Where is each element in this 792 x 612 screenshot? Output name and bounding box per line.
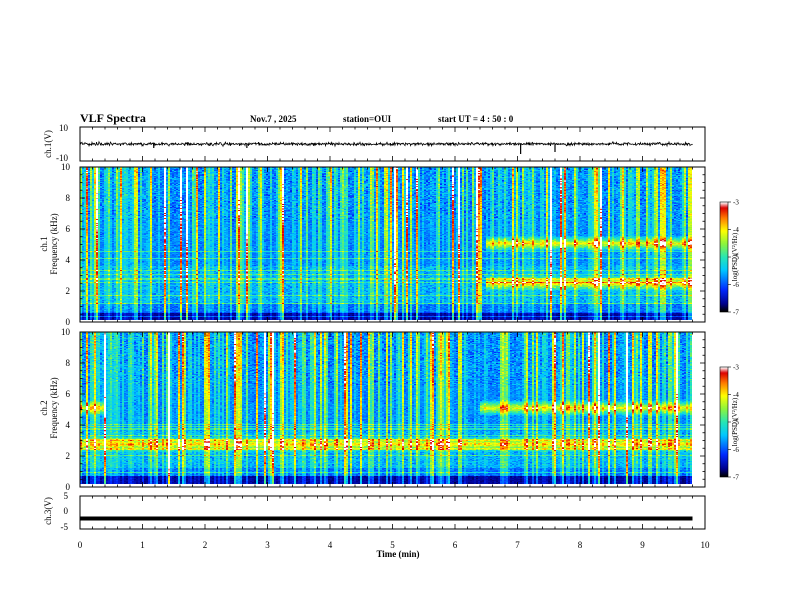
ch1-wave-ytick-top: 10 xyxy=(59,123,69,133)
x-tick-label: 5 xyxy=(390,540,395,550)
ch3-wave-ytick-mid: 0 xyxy=(64,506,69,516)
ch1-wave-ytick-bottom: -10 xyxy=(56,153,68,163)
panel-2-ytick-label: 10 xyxy=(61,327,71,337)
panel-frame-1 xyxy=(79,166,706,323)
figure-title: VLF Spectra xyxy=(80,111,146,125)
ch2-colorbar-tick-label: -7 xyxy=(733,474,739,482)
ch1-colorbar-frame xyxy=(719,201,729,313)
ch1-colorbar-tick-label: -7 xyxy=(733,309,739,317)
ch2-colorbar xyxy=(720,367,728,477)
ch2-colorbar-tick-label: -3 xyxy=(733,364,739,372)
ch1-colorbar-tick-label: -4 xyxy=(733,226,739,234)
ch3-wave-ytick-top: 5 xyxy=(64,491,69,501)
x-tick-label: 6 xyxy=(453,540,458,550)
panel-2-ytick-label: 6 xyxy=(66,389,71,399)
ch1-spec-ylabel: Frequency (kHz) xyxy=(49,213,59,274)
panel-1-ytick-label: 10 xyxy=(61,162,71,172)
ch1-colorbar xyxy=(720,202,728,312)
ch2-spec-ylabel-top: ch.2 xyxy=(39,400,49,415)
ch1-spec-ylabel-top: ch.1 xyxy=(39,236,49,251)
ch2-colorbar-tick-label: -6 xyxy=(733,446,739,454)
x-axis-label: Time (min) xyxy=(376,549,419,559)
ch2-colorbar-tick-label: -5 xyxy=(733,419,739,427)
x-tick-label: 0 xyxy=(78,540,83,550)
panel-2-ytick-label: 4 xyxy=(66,420,71,430)
panel-1-ytick-label: 8 xyxy=(66,193,71,203)
x-tick-label: 4 xyxy=(328,540,333,550)
ch1-colorbar-tick-label: -3 xyxy=(733,199,739,207)
panel-2-ytick-label: 8 xyxy=(66,358,71,368)
panel-2-ytick-label: 2 xyxy=(66,451,71,461)
panel-1-ytick-label: 0 xyxy=(66,317,71,327)
date-label: Nov.7 , 2025 xyxy=(250,114,297,124)
panel-2-ytick-label: 0 xyxy=(66,482,71,492)
ch2-colorbar-frame xyxy=(719,366,729,478)
ch1-wave-ylabel: ch.1(V) xyxy=(43,130,53,158)
panel-frame-2 xyxy=(79,331,706,488)
panel-1-ytick-label: 2 xyxy=(66,286,71,296)
panel-1-ytick-label: 6 xyxy=(66,224,71,234)
start-time-label: start UT = 4 : 50 : 0 xyxy=(438,114,514,124)
ch3-wave-ylabel: ch.3(V) xyxy=(43,497,53,525)
ch2-spectrogram-image xyxy=(80,332,692,484)
ch2-colorbar-label: log(PSD)(V²/Hz) xyxy=(731,397,739,446)
ch1-spectrogram-image xyxy=(80,167,692,320)
ch1-colorbar-tick-label: -5 xyxy=(733,254,739,262)
x-tick-label: 8 xyxy=(578,540,583,550)
ch1-colorbar-tick-label: -6 xyxy=(733,281,739,289)
ch2-colorbar-tick-label: -4 xyxy=(733,391,739,399)
x-tick-label: 7 xyxy=(515,540,520,550)
panel-1-ytick-label: 4 xyxy=(66,255,71,265)
x-tick-label: 3 xyxy=(265,540,270,550)
x-tick-label: 10 xyxy=(701,540,711,550)
ch1-waveform-line xyxy=(79,140,693,148)
ch3-wave-ytick-bottom: -5 xyxy=(61,522,69,532)
x-tick-label: 9 xyxy=(640,540,645,550)
x-tick-label: 1 xyxy=(140,540,145,550)
x-tick-label: 2 xyxy=(203,540,208,550)
station-label: station=OUI xyxy=(343,114,392,124)
ch1-colorbar-label: log(PSD)(V²/Hz) xyxy=(731,232,739,281)
ch2-spec-ylabel: Frequency (kHz) xyxy=(49,377,59,438)
